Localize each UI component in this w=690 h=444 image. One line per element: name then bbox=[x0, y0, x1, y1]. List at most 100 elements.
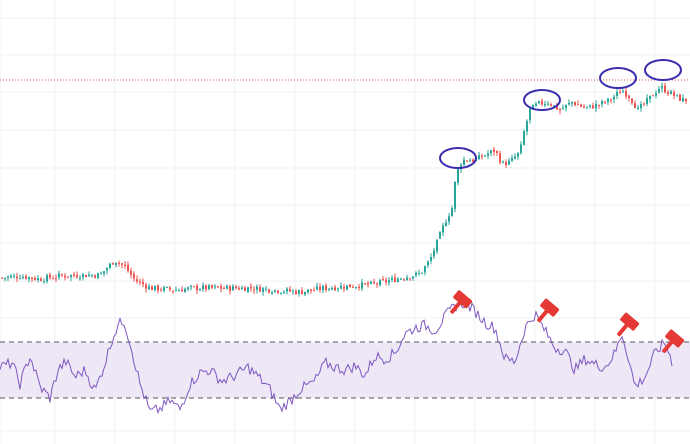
candle-body bbox=[445, 222, 447, 227]
candle-body bbox=[439, 231, 441, 239]
hammer-handle bbox=[449, 301, 462, 314]
candle-body bbox=[409, 278, 411, 280]
candle-body bbox=[310, 289, 312, 291]
candle-body bbox=[487, 153, 489, 156]
candle-body bbox=[55, 277, 57, 279]
candle-body bbox=[136, 279, 138, 282]
candle-body bbox=[652, 95, 654, 97]
candle-body bbox=[538, 101, 540, 104]
candle-body bbox=[331, 288, 333, 290]
candle-body bbox=[613, 96, 615, 100]
candle-body bbox=[238, 288, 240, 290]
candle-body bbox=[16, 276, 18, 279]
candle-body bbox=[451, 208, 453, 217]
candle-body bbox=[139, 281, 141, 283]
candle-body bbox=[73, 274, 75, 276]
rsi-line bbox=[0, 299, 673, 415]
candle-body bbox=[289, 289, 291, 292]
candle-body bbox=[361, 282, 363, 289]
candle-body bbox=[121, 263, 123, 265]
candle-body bbox=[241, 287, 243, 290]
candle-body bbox=[559, 108, 561, 111]
candle-body bbox=[523, 131, 525, 145]
candle-body bbox=[412, 276, 414, 279]
candle-body bbox=[196, 285, 198, 291]
candle-body bbox=[664, 85, 666, 93]
candle-body bbox=[7, 276, 9, 279]
candle-body bbox=[604, 101, 606, 103]
candle-body bbox=[670, 91, 672, 94]
hammer-handle bbox=[536, 309, 549, 323]
hammer-head bbox=[665, 329, 685, 348]
candle-body bbox=[328, 288, 330, 290]
candle-body bbox=[370, 281, 372, 284]
candle-body bbox=[79, 277, 81, 279]
candle-body bbox=[166, 286, 168, 288]
candle-body bbox=[175, 290, 177, 292]
candle-body bbox=[313, 290, 315, 292]
candle-body bbox=[160, 289, 162, 291]
candle-body bbox=[466, 160, 468, 162]
candle-body bbox=[502, 161, 504, 163]
candle-body bbox=[82, 274, 84, 278]
annotations bbox=[439, 59, 685, 354]
candle-body bbox=[49, 274, 51, 278]
candle-body bbox=[610, 99, 612, 101]
candle-body bbox=[268, 289, 270, 293]
candle-body bbox=[544, 103, 546, 106]
candle-body bbox=[202, 285, 204, 290]
candle-body bbox=[646, 98, 648, 104]
candle-body bbox=[22, 276, 24, 279]
candle-body bbox=[25, 275, 27, 279]
candle-body bbox=[580, 104, 582, 107]
candle-body bbox=[181, 289, 183, 292]
candle-body bbox=[157, 285, 159, 291]
candle-body bbox=[61, 274, 63, 276]
candle-body bbox=[115, 262, 117, 265]
candle-body bbox=[442, 225, 444, 233]
candle-body bbox=[325, 285, 327, 290]
candle-body bbox=[631, 98, 633, 103]
candle-body bbox=[436, 239, 438, 252]
candle-body bbox=[232, 286, 234, 291]
candle-body bbox=[637, 107, 639, 109]
candle-body bbox=[130, 270, 132, 275]
candle-body bbox=[262, 288, 264, 292]
candle-body bbox=[400, 278, 402, 280]
candle-body bbox=[532, 104, 534, 110]
candle-body bbox=[307, 289, 309, 293]
candle-body bbox=[403, 279, 405, 281]
candle-body bbox=[319, 286, 321, 290]
hammer-icon bbox=[616, 312, 640, 337]
candle-body bbox=[595, 104, 597, 109]
candle-body bbox=[469, 160, 471, 162]
candle-body bbox=[103, 271, 105, 274]
candle-body bbox=[394, 277, 396, 282]
candle-body bbox=[133, 273, 135, 279]
candle-body bbox=[340, 285, 342, 289]
candle-body bbox=[64, 275, 66, 278]
candle-body bbox=[457, 168, 459, 183]
candle-body bbox=[685, 98, 687, 102]
candle-body bbox=[541, 100, 543, 105]
candle-body bbox=[34, 277, 36, 280]
candle-body bbox=[85, 274, 87, 277]
candle-body bbox=[337, 288, 339, 290]
candle-body bbox=[265, 288, 267, 290]
hammer-handle bbox=[616, 323, 629, 337]
candle-body bbox=[682, 98, 684, 102]
candle-body bbox=[217, 286, 219, 288]
candle-body bbox=[112, 262, 114, 265]
candle-body bbox=[448, 216, 450, 222]
candle-body bbox=[676, 94, 678, 96]
candle-body bbox=[286, 288, 288, 292]
candle-body bbox=[247, 287, 249, 292]
candle-body bbox=[550, 104, 552, 106]
candle-body bbox=[292, 290, 294, 292]
candle-body bbox=[97, 273, 99, 279]
candle-body bbox=[127, 265, 129, 272]
candle-body bbox=[535, 103, 537, 106]
candle-body bbox=[187, 287, 189, 289]
candle-body bbox=[91, 275, 93, 277]
